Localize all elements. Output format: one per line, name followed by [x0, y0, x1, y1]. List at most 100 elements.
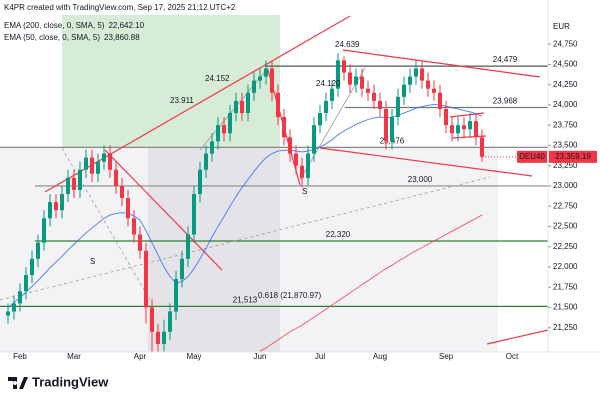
candle-body	[360, 76, 364, 89]
candle-body	[246, 92, 250, 114]
legend-value: 23,860.88	[104, 33, 140, 42]
candle-body	[6, 311, 10, 316]
annotation: 24.152	[205, 74, 230, 83]
candle-body	[240, 100, 244, 114]
candle-body	[30, 258, 34, 276]
candle-body	[336, 60, 340, 89]
candle-body	[216, 125, 220, 142]
candle-body	[138, 234, 142, 251]
candle-body	[288, 137, 292, 154]
candle-body	[450, 125, 454, 134]
candle-body	[162, 331, 166, 344]
y-tick-label: 22,750	[553, 201, 578, 210]
price-box	[549, 150, 597, 163]
annotation: S	[302, 187, 307, 196]
x-tick-label: Oct	[506, 352, 519, 361]
candle-body	[228, 113, 232, 134]
brand-logo: TradingView	[8, 374, 109, 389]
candle-body	[204, 153, 208, 170]
x-tick-label: Jul	[315, 352, 325, 361]
y-tick-label: 24,250	[553, 80, 578, 89]
candle-body	[102, 153, 106, 162]
shade-area	[148, 148, 280, 352]
candle-body	[318, 113, 322, 126]
candle-body	[414, 68, 418, 77]
candle-body	[12, 303, 16, 312]
candle-body	[330, 88, 334, 101]
candle-body	[402, 84, 406, 97]
brand: TradingView	[32, 374, 109, 389]
annotation: 23.911	[170, 96, 194, 105]
level-label: 21,513	[233, 296, 258, 305]
legend-label: EMA (50, close, 0, SMA, 5)	[4, 33, 100, 42]
y-tick-label: 22,000	[553, 262, 578, 271]
candle-body	[372, 92, 376, 101]
candle-body	[24, 275, 28, 292]
candle-body	[222, 125, 226, 134]
candle-body	[84, 157, 88, 170]
candle-body	[342, 60, 346, 73]
x-tick-label: May	[186, 352, 201, 361]
y-tick-label: 23,000	[553, 181, 578, 190]
candle-body	[66, 177, 70, 195]
y-tick-label: 22,250	[553, 242, 578, 251]
candle-body	[468, 121, 472, 130]
x-tick-label: Feb	[13, 352, 27, 361]
candle-body	[432, 88, 436, 93]
candle-body	[300, 165, 304, 178]
ema-line	[7, 104, 483, 308]
candle-body	[54, 202, 58, 211]
legend-value: 22,642.10	[108, 21, 144, 30]
y-tick-label: 23,250	[553, 161, 578, 170]
candle-body	[456, 125, 460, 134]
candle-body	[462, 125, 466, 130]
level-label: 24,479	[493, 55, 518, 64]
legend-label: EMA (200, close, 0, SMA, 5)	[4, 21, 105, 30]
x-tick-label: Sep	[439, 352, 454, 361]
candle-body	[114, 169, 118, 186]
candle-body	[444, 108, 448, 126]
candle-body	[96, 161, 100, 174]
level-label: 22,320	[326, 230, 351, 239]
candle-body	[396, 96, 400, 118]
candle-body	[36, 242, 40, 259]
annotation: S	[90, 257, 95, 266]
candle-body	[252, 80, 256, 93]
y-tick-label: 24,000	[553, 100, 578, 109]
x-tick-label: Mar	[67, 352, 81, 361]
candle-body	[60, 194, 64, 211]
candle-body	[294, 153, 298, 166]
candle-body	[120, 185, 124, 199]
candle-body	[198, 169, 202, 195]
candle-body	[384, 108, 388, 142]
candle-body	[78, 169, 82, 190]
candle-body	[282, 117, 286, 138]
candle-body	[366, 88, 370, 93]
candle-body	[480, 137, 484, 157]
symbol-label: DEU40	[519, 152, 545, 161]
symbol-box	[517, 150, 547, 163]
candle-body	[234, 100, 238, 114]
candle-body	[258, 76, 262, 81]
annotation: 24.120	[316, 79, 341, 88]
candle-body	[378, 100, 382, 109]
y-tick-label: 21,500	[553, 303, 578, 312]
candle-body	[42, 218, 46, 243]
annotation: 24.639	[335, 40, 360, 49]
candle-body	[420, 68, 424, 81]
candle-body	[192, 194, 196, 235]
candle-body	[126, 198, 130, 219]
candle-body	[276, 92, 280, 118]
y-tick-label: 21,750	[553, 282, 578, 291]
candle-body	[90, 157, 94, 174]
candle-body	[408, 76, 412, 85]
level-label: 23,000	[408, 175, 433, 184]
candle-body	[312, 125, 316, 154]
highlight-zone	[62, 15, 280, 148]
credit: K4PR created with TradingView.com, Sep 1…	[4, 3, 236, 12]
candle-body	[438, 92, 442, 109]
candle-body	[150, 307, 154, 332]
candle-body	[72, 177, 76, 190]
candle-body	[174, 279, 178, 312]
